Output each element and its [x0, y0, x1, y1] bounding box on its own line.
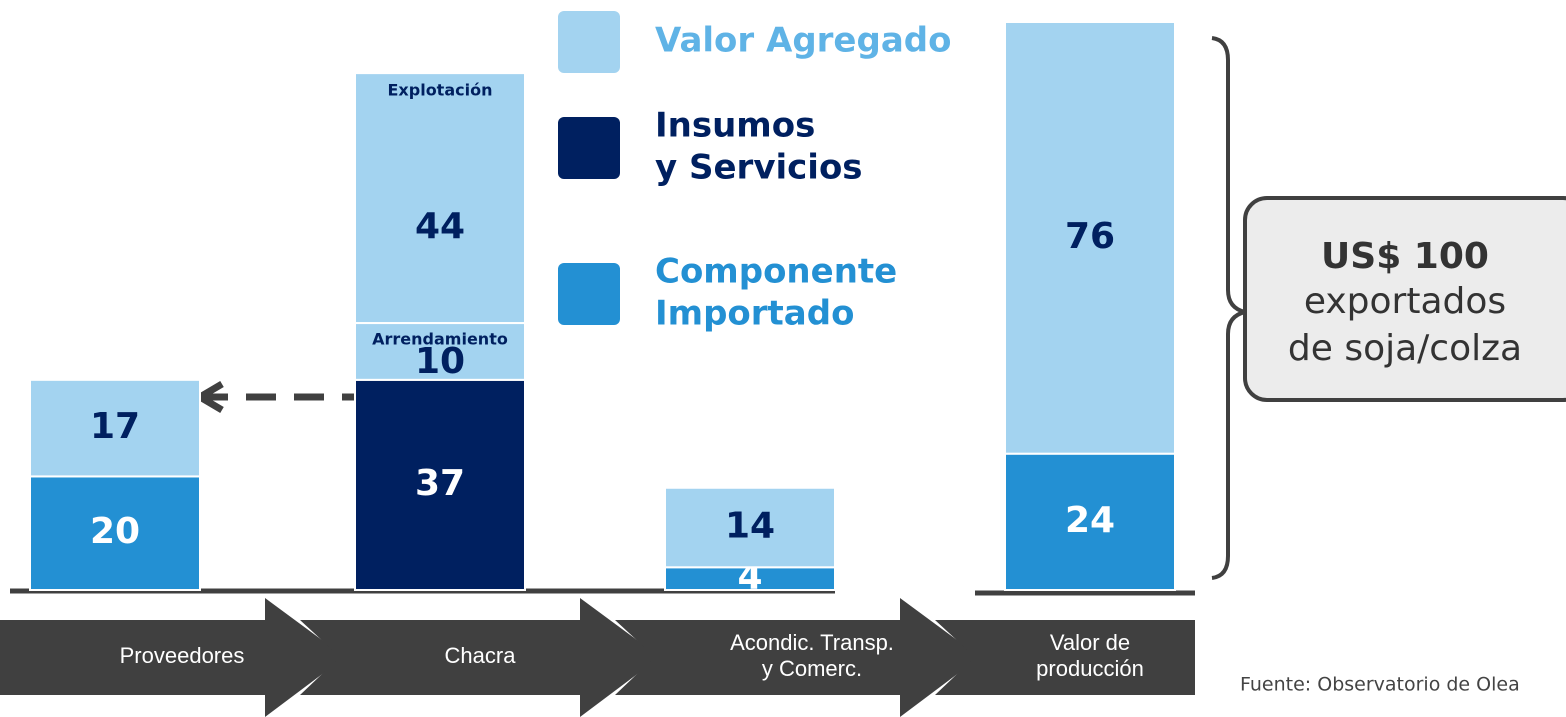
bar-segment	[354, 322, 526, 381]
value-label: 24	[1065, 500, 1115, 541]
brace	[1211, 36, 1246, 580]
x-tick-label: Proveedores	[120, 643, 245, 668]
x-tick-label: producción	[1036, 656, 1144, 681]
value-label: 37	[415, 463, 465, 504]
value-label: 10	[415, 341, 465, 382]
value-label: 20	[90, 511, 140, 552]
callout-box	[1243, 196, 1566, 402]
bar-segment	[354, 378, 526, 591]
x-tick-label: y Comerc.	[762, 656, 862, 681]
bar-segment	[1004, 21, 1176, 455]
legend-swatch	[558, 117, 620, 179]
source: Fuente: Observatorio de Olea	[1240, 674, 1520, 696]
legend-swatch	[558, 11, 620, 73]
bar-segment	[29, 378, 201, 478]
bar-segment	[29, 475, 201, 591]
bar-segment	[354, 72, 526, 325]
legend-label: Insumos	[655, 106, 815, 146]
x-tick-label: Chacra	[445, 643, 517, 668]
legend-label: y Servicios	[655, 148, 863, 188]
callout-text: exportados	[1304, 281, 1506, 322]
segment-label: Explotación	[388, 81, 493, 100]
legend-label: Valor Agregado	[655, 21, 951, 61]
segment-label: Arrendamiento	[372, 330, 508, 349]
arrow	[0, 598, 345, 717]
callout-title: US$ 100	[1321, 236, 1489, 277]
process-arrows	[0, 598, 1195, 717]
legend-label: Importado	[655, 294, 854, 334]
value-label: 76	[1065, 216, 1115, 257]
legend-swatch	[558, 263, 620, 325]
x-tick-label: Acondic. Transp.	[730, 630, 894, 655]
arrow	[300, 598, 660, 717]
value-label: 17	[90, 406, 140, 447]
bar-segment	[664, 486, 836, 569]
arrow	[615, 598, 980, 717]
value-label: 44	[415, 206, 465, 247]
dashed-arrow	[193, 380, 372, 414]
callout-text: de soja/colza	[1288, 328, 1522, 369]
x-tick-label: Valor de	[1050, 630, 1130, 655]
value-label: 14	[725, 506, 775, 547]
arrow	[935, 620, 1195, 695]
legend-label: Componente	[655, 252, 897, 292]
